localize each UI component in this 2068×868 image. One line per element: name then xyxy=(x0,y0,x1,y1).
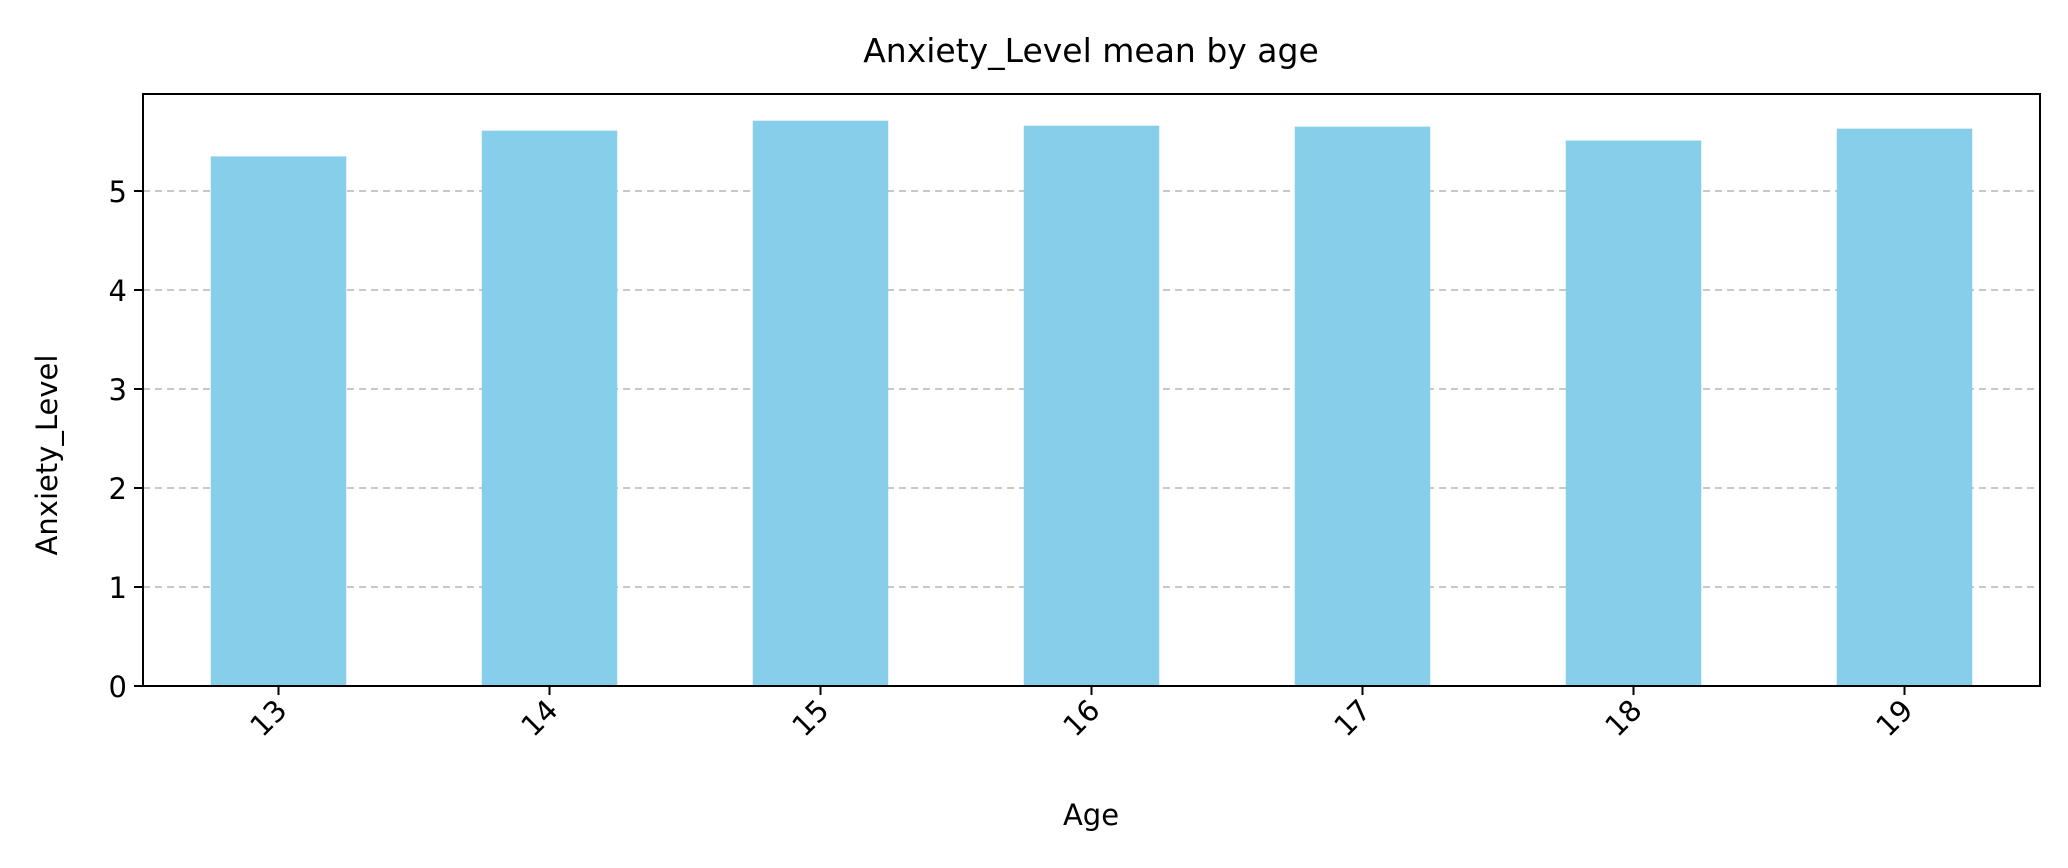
bar-age-15 xyxy=(752,120,889,686)
y-axis-label: Anxiety_Level xyxy=(30,355,64,556)
bar-age-16 xyxy=(1023,125,1160,686)
bar-age-18 xyxy=(1565,140,1702,686)
y-tick-label: 2 xyxy=(109,472,127,506)
y-tick-label: 1 xyxy=(109,571,127,605)
bar-age-17 xyxy=(1294,126,1431,687)
bar-age-14 xyxy=(481,130,618,686)
y-tick-label: 4 xyxy=(109,274,127,308)
bars xyxy=(210,120,1973,687)
y-tick-label: 0 xyxy=(109,670,127,704)
x-tick-label: 19 xyxy=(1869,693,1919,743)
x-axis-ticks: 13 14 15 16 17 18 19 xyxy=(243,686,1919,743)
x-tick-label: 17 xyxy=(1327,693,1377,743)
x-axis-label: Age xyxy=(1063,798,1119,832)
y-tick-label: 5 xyxy=(109,175,127,209)
y-tick-label: 3 xyxy=(109,373,127,407)
y-axis-ticks: 0 1 2 3 4 5 xyxy=(109,175,143,704)
bar-age-13 xyxy=(210,156,347,686)
bar-age-19 xyxy=(1836,128,1973,687)
x-tick-label: 18 xyxy=(1598,693,1648,743)
x-tick-label: 14 xyxy=(514,693,564,743)
x-tick-label: 15 xyxy=(785,693,835,743)
x-tick-label: 13 xyxy=(243,693,293,743)
x-tick-label: 16 xyxy=(1056,693,1106,743)
chart-title: Anxiety_Level mean by age xyxy=(863,31,1319,70)
